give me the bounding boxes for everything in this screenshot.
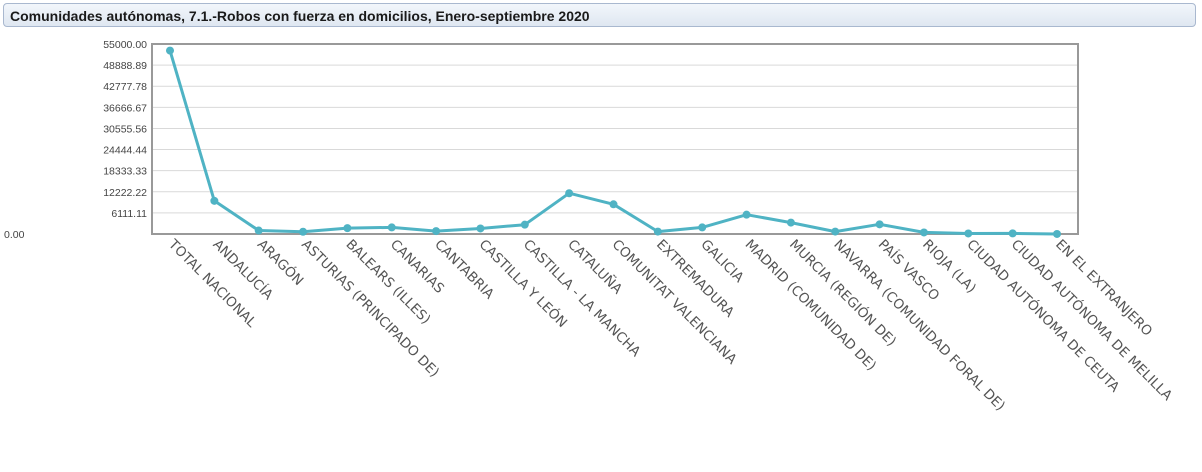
data-point[interactable] <box>609 200 618 209</box>
data-point[interactable] <box>653 227 662 236</box>
data-point[interactable] <box>1053 229 1061 238</box>
data-point[interactable] <box>875 220 884 229</box>
chart-title-bar: Comunidades autónomas, 7.1.-Robos con fu… <box>3 3 1196 27</box>
data-point[interactable] <box>254 226 263 235</box>
x-category-label: EXTREMADURA <box>653 237 738 322</box>
grid-layer <box>152 64 1078 214</box>
y-tick-label: 18333.33 <box>103 166 147 178</box>
y-tick-label: 55000.00 <box>103 39 147 51</box>
data-points <box>166 46 1061 238</box>
data-point[interactable] <box>919 228 928 237</box>
data-point[interactable] <box>831 227 840 236</box>
data-point[interactable] <box>742 210 751 219</box>
y-tick-label: 36666.67 <box>103 102 147 114</box>
plot-frame <box>151 43 1079 235</box>
data-point[interactable] <box>343 224 352 233</box>
y-tick-label: 12222.22 <box>103 187 147 199</box>
data-point[interactable] <box>520 220 529 229</box>
y-tick-label: 48888.89 <box>103 60 147 72</box>
data-point[interactable] <box>698 223 707 232</box>
data-point[interactable] <box>432 227 441 236</box>
y-tick-label: 0.00 <box>4 229 25 241</box>
data-point[interactable] <box>1008 229 1017 238</box>
y-tick-label: 24444.44 <box>103 145 147 157</box>
y-tick-label: 30555.56 <box>103 123 147 135</box>
data-point[interactable] <box>476 224 485 233</box>
data-point[interactable] <box>387 223 396 232</box>
data-point[interactable] <box>786 218 795 227</box>
y-tick-label: 42777.78 <box>103 81 147 93</box>
x-category-label: CIUDAD AUTÓNOMA DE CEUTA <box>963 235 1124 396</box>
data-point[interactable] <box>964 229 973 238</box>
y-axis-ticks: 0.00 6111.11 12222.22 18333.33 24444.44 30555… <box>4 39 147 241</box>
chart-title: Comunidades autónomas, 7.1.-Robos con fu… <box>10 8 590 24</box>
data-point[interactable] <box>565 189 574 198</box>
data-point[interactable] <box>166 46 174 55</box>
data-point[interactable] <box>210 196 219 205</box>
x-category-label: CIUDAD AUTÓNOMA DE MELILLA <box>1008 235 1177 404</box>
y-tick-label: 6111.11 <box>111 208 147 220</box>
data-point[interactable] <box>299 227 308 236</box>
